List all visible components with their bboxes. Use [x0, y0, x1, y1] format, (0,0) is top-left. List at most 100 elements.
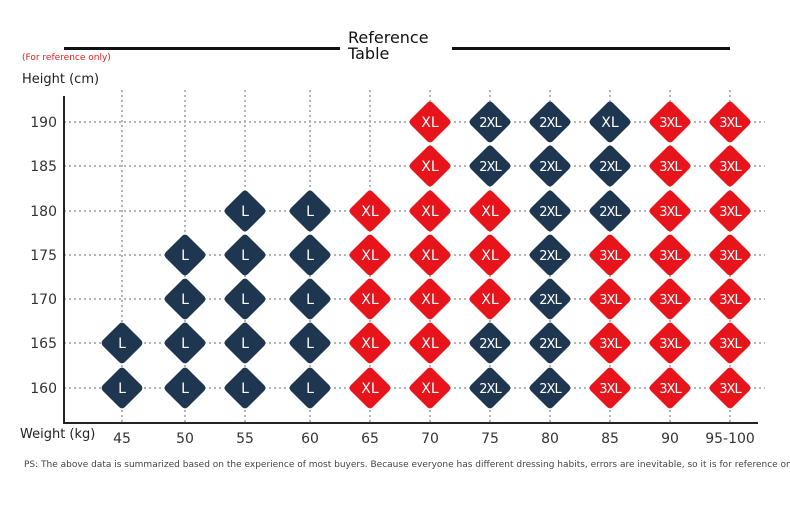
size-marker — [649, 101, 691, 143]
size-label: L — [306, 204, 314, 220]
size-label: L — [241, 204, 249, 220]
size-marker — [589, 101, 631, 143]
size-marker — [709, 322, 751, 364]
size-marker — [649, 234, 691, 276]
size-label: L — [181, 292, 189, 308]
size-marker — [589, 145, 631, 187]
size-marker — [529, 234, 571, 276]
size-label: 3XL — [599, 382, 622, 397]
size-label: L — [241, 292, 249, 308]
size-label: XL — [481, 204, 499, 220]
x-tick-label: 80 — [541, 431, 559, 447]
size-label: 3XL — [719, 205, 742, 220]
size-label: XL — [481, 248, 499, 264]
size-label: 2XL — [539, 337, 562, 352]
y-tick-label: 185 — [30, 159, 57, 175]
title-rule-right — [452, 47, 730, 50]
size-label: 3XL — [599, 337, 622, 352]
size-marker — [101, 322, 143, 364]
size-label: XL — [421, 115, 439, 131]
size-label: 3XL — [599, 249, 622, 264]
size-label: 2XL — [539, 116, 562, 131]
size-marker — [469, 367, 511, 409]
size-label: XL — [361, 248, 379, 264]
size-label: XL — [421, 159, 439, 175]
size-marker — [289, 322, 331, 364]
size-marker — [469, 190, 511, 232]
size-marker — [469, 322, 511, 364]
x-tick-label: 75 — [481, 431, 499, 447]
size-marker — [589, 322, 631, 364]
size-marker — [164, 234, 206, 276]
size-label: 3XL — [659, 249, 682, 264]
x-tick-label: 95-100 — [705, 431, 755, 447]
size-marker — [164, 322, 206, 364]
size-label: 2XL — [599, 205, 622, 220]
x-axis-label: Weight (kg) — [20, 427, 96, 442]
size-label: 2XL — [479, 382, 502, 397]
size-label: XL — [361, 336, 379, 352]
size-label: 2XL — [539, 293, 562, 308]
footnote: PS: The above data is summarized based o… — [24, 460, 790, 470]
y-tick-label: 175 — [30, 248, 57, 264]
size-label: XL — [361, 381, 379, 397]
size-marker — [349, 190, 391, 232]
y-tick-label: 165 — [30, 336, 57, 352]
size-label: 3XL — [719, 382, 742, 397]
size-marker — [529, 145, 571, 187]
size-label: XL — [421, 204, 439, 220]
size-marker — [709, 101, 751, 143]
size-marker — [289, 234, 331, 276]
size-marker — [709, 234, 751, 276]
size-label: 3XL — [659, 205, 682, 220]
size-label: 3XL — [719, 160, 742, 175]
size-marker — [224, 234, 266, 276]
y-tick-label: 190 — [30, 115, 57, 131]
x-tick-label: 85 — [601, 431, 619, 447]
size-marker — [409, 278, 451, 320]
size-marker — [649, 278, 691, 320]
y-axis-label: Height (cm) — [22, 72, 100, 87]
size-marker — [529, 190, 571, 232]
size-marker — [224, 322, 266, 364]
size-label: L — [241, 248, 249, 264]
size-marker — [409, 234, 451, 276]
size-label: 2XL — [479, 160, 502, 175]
size-marker — [164, 367, 206, 409]
size-marker — [709, 278, 751, 320]
size-marker — [469, 234, 511, 276]
size-label: 3XL — [719, 116, 742, 131]
size-label: 3XL — [719, 249, 742, 264]
size-label: L — [181, 248, 189, 264]
reference-note: (For reference only) — [22, 53, 111, 63]
size-marker — [409, 101, 451, 143]
size-marker — [349, 322, 391, 364]
size-marker — [409, 367, 451, 409]
size-label: 3XL — [599, 293, 622, 308]
size-label: L — [118, 336, 126, 352]
size-label: 2XL — [479, 337, 502, 352]
size-label: L — [306, 292, 314, 308]
size-label: 3XL — [719, 337, 742, 352]
size-label: XL — [481, 292, 499, 308]
size-label: L — [181, 381, 189, 397]
size-marker — [409, 145, 451, 187]
size-marker — [289, 190, 331, 232]
size-label: 2XL — [479, 116, 502, 131]
size-label: 2XL — [539, 249, 562, 264]
size-label: XL — [421, 248, 439, 264]
size-label: 3XL — [659, 337, 682, 352]
title-rule-left — [64, 47, 340, 50]
x-tick-label: 45 — [113, 431, 131, 447]
size-marker — [589, 190, 631, 232]
size-marker — [469, 101, 511, 143]
size-label: 2XL — [599, 160, 622, 175]
size-marker — [409, 322, 451, 364]
size-marker — [349, 278, 391, 320]
size-label: 3XL — [659, 293, 682, 308]
size-marker — [469, 145, 511, 187]
size-marker — [289, 278, 331, 320]
size-marker — [709, 145, 751, 187]
x-tick-label: 90 — [661, 431, 679, 447]
